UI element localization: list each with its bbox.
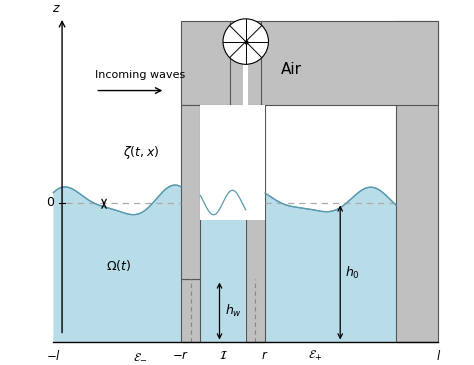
Polygon shape: [181, 104, 200, 280]
Text: $-l$: $-l$: [46, 349, 61, 363]
Text: $z$: $z$: [52, 2, 60, 15]
Polygon shape: [200, 104, 265, 220]
Polygon shape: [53, 185, 181, 342]
Polygon shape: [181, 280, 200, 342]
Polygon shape: [200, 104, 265, 220]
Text: $0$: $0$: [46, 196, 55, 209]
Text: $h_0$: $h_0$: [346, 264, 360, 281]
Polygon shape: [246, 104, 265, 342]
Polygon shape: [200, 190, 246, 342]
Polygon shape: [181, 20, 438, 104]
Polygon shape: [265, 187, 396, 342]
Circle shape: [223, 19, 268, 64]
Text: $h_{w}$: $h_{w}$: [225, 303, 242, 319]
Text: Air: Air: [281, 62, 302, 77]
Text: $\mathcal{E}_{-}$: $\mathcal{E}_{-}$: [134, 349, 148, 362]
Text: $\zeta(t,x)$: $\zeta(t,x)$: [123, 143, 160, 161]
Text: $\mathcal{I}$: $\mathcal{I}$: [219, 349, 228, 362]
Text: Incoming waves: Incoming waves: [95, 70, 185, 80]
Text: $\mathcal{E}_{+}$: $\mathcal{E}_{+}$: [309, 349, 323, 363]
Polygon shape: [230, 20, 262, 104]
Text: $r$: $r$: [261, 349, 269, 362]
Polygon shape: [396, 20, 438, 342]
Text: $l$: $l$: [436, 349, 441, 363]
Text: $-r$: $-r$: [173, 349, 190, 362]
Polygon shape: [244, 30, 248, 104]
Text: $\Omega(t)$: $\Omega(t)$: [106, 258, 131, 273]
